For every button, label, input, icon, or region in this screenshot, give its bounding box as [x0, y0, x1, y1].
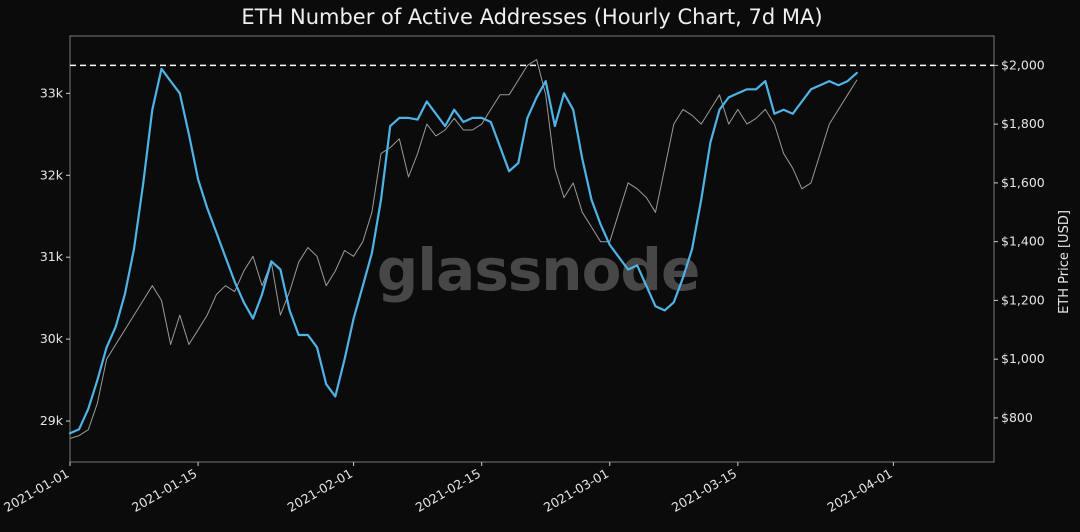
left-tick-label: 33k	[40, 85, 64, 100]
right-tick-label: $1,600	[1001, 175, 1045, 190]
plot-frame	[69, 35, 995, 463]
chart-title: ETH Number of Active Addresses (Hourly C…	[241, 5, 822, 29]
x-tick-label: 2021-02-01	[285, 466, 355, 515]
left-tick-label: 29k	[40, 413, 64, 428]
left-tick-label: 31k	[40, 249, 64, 264]
x-tick-label: 2021-02-15	[413, 466, 483, 515]
x-tick-label: 2021-01-01	[1, 466, 71, 515]
right-axis-title: ETH Price [USD]	[1057, 210, 1072, 314]
right-tick-label: $1,000	[1001, 351, 1045, 366]
right-tick-label: $1,400	[1001, 234, 1045, 249]
left-tick-label: 32k	[40, 167, 64, 182]
x-tick-label: 2021-04-01	[824, 466, 894, 515]
right-tick-label: $1,200	[1001, 292, 1045, 307]
right-tick-label: $800	[1001, 410, 1033, 425]
x-tick-label: 2021-03-01	[541, 466, 611, 515]
right-tick-label: $1,800	[1001, 116, 1045, 131]
x-tick-label: 2021-01-15	[129, 466, 199, 515]
left-tick-label: 30k	[40, 331, 64, 346]
active-addresses-line	[68, 67, 858, 435]
eth-price-line	[69, 59, 858, 439]
right-tick-label: $2,000	[1001, 57, 1045, 72]
x-tick-label: 2021-03-15	[669, 466, 739, 515]
glassnode-watermark: glassnode	[377, 236, 700, 304]
